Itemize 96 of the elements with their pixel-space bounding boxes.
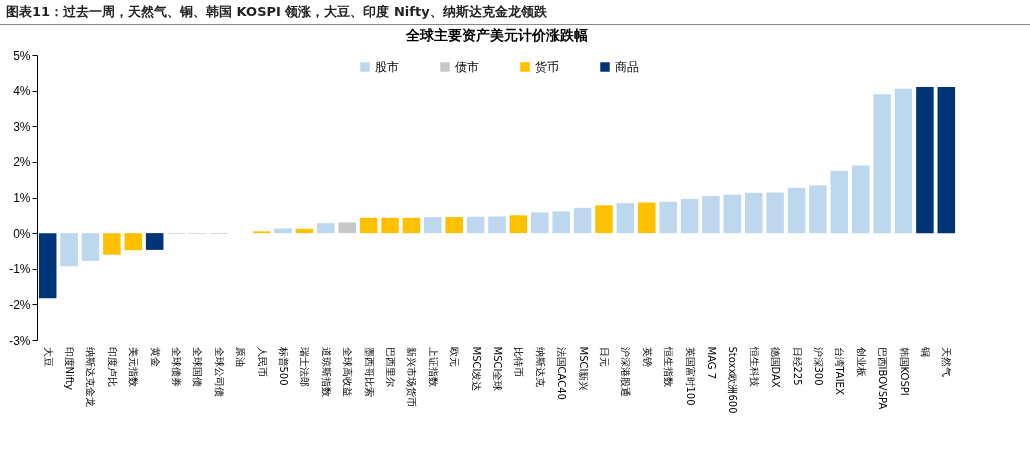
bar [787,187,806,234]
legend-label: 债市 [455,60,479,74]
legend-label: 货币 [535,60,559,74]
bar [359,217,378,234]
bar [38,233,57,299]
y-tick-label: 0% [13,226,31,241]
x-tick-label: 标普500 [278,345,290,386]
y-tick-label: 1% [13,191,31,205]
x-tick-label: 新兴市场货币 [406,346,418,407]
bar [595,205,613,234]
x-tick-label: 德国DAX [770,346,782,388]
bar [488,216,506,234]
bar [873,94,891,234]
bar [723,194,742,234]
x-tick-label: 台湾TAIEX [834,346,846,395]
bar [851,165,870,234]
bar [402,217,421,234]
x-tick-label: 英国富时100 [684,346,696,406]
x-tick-label: Stoxx欧洲600 [727,346,739,414]
x-tick-label: 黄金 [149,346,161,367]
x-tick-label: 比特币 [513,346,525,377]
bar [702,196,720,234]
x-tick-label: 瑞士法郎 [299,346,311,387]
bar [937,87,956,234]
y-tick-label: -1% [9,262,31,277]
bar [680,198,699,234]
bar [381,217,399,234]
bar [81,233,100,261]
bar [295,228,314,234]
bar [509,215,528,234]
x-tick-label: 沪深300 [812,346,824,386]
bar [659,201,677,234]
x-tick-label: 上证指数 [427,346,439,387]
y-tick-label: 5% [13,48,31,63]
x-tick-label: 道琼斯指数 [320,346,332,397]
x-tick-label: 纳斯达克 [534,346,546,387]
y-tick-label: 2% [13,155,31,170]
bar [809,185,827,234]
bar [573,207,592,234]
x-tick-label: 大豆 [42,346,54,367]
x-tick-label: 韩国KOSPI [898,346,910,396]
x-tick-label: 纳斯达克金龙 [85,346,97,407]
bar [916,87,934,234]
bar [60,233,78,267]
x-tick-label: 原油 [235,346,247,367]
x-tick-label: 巴西里尔 [385,346,397,387]
x-tick-label: 印度Nifty [64,346,76,391]
x-tick-label: 印度卢比 [106,346,118,387]
x-tick-label: 美元指数 [128,346,140,387]
bar [552,211,570,234]
y-tick-label: 4% [13,84,31,99]
x-tick-label: 创业板 [855,346,867,377]
bar [145,233,164,250]
bar [338,222,356,234]
x-tick-label: 人民币 [256,346,268,377]
x-tick-label: 法国CAC40 [556,346,568,400]
bar [445,217,463,234]
y-tick-label: -2% [9,297,31,312]
bar [894,88,913,234]
bar [317,223,335,234]
x-tick-label: 全球债券 [171,346,183,387]
x-tick-label: MSCI全球 [492,346,503,392]
bar [766,192,784,234]
x-tick-label: 全球高收益 [342,346,354,397]
x-tick-label: 英镑 [641,346,653,367]
bar [830,170,849,234]
x-tick-label: 巴西IBOVSPA [877,346,889,410]
x-tick-label: 欧元 [449,346,461,367]
x-tick-label: 全球国债 [192,346,204,387]
bar [531,212,549,234]
x-tick-label: MSCI发达 [470,346,482,392]
x-tick-label: 全球公司债 [213,346,225,397]
x-tick-label: 恒生指数 [663,345,675,387]
legend-label: 股市 [375,60,399,74]
legend-label: 商品 [615,60,639,74]
bar [638,202,656,234]
y-tick-label: 3% [13,119,31,134]
x-tick-label: 恒生科技 [748,345,760,387]
x-tick-label: 日经225 [791,346,803,386]
x-tick-label: MSCI新兴 [577,346,589,392]
bar [274,228,292,234]
y-tick-label: -3% [9,333,31,348]
x-tick-label: 墨西哥比索 [363,346,375,397]
x-tick-label: 沪深港股通 [620,346,632,397]
x-tick-label: 日元 [598,346,610,367]
x-tick-label: 铜 [919,345,931,357]
x-tick-label: MAG 7 [705,346,717,380]
chart-subtitle: 全球主要资产美元计价涨跌幅 [405,27,588,43]
bar [466,216,485,234]
bar [124,233,143,251]
bar [424,217,442,234]
bar [744,192,763,234]
x-tick-label: 天然气 [941,346,953,377]
bar [103,233,121,255]
chart-title: 图表11：过去一周，天然气、铜、韩国 KOSPI 领涨，大豆、印度 Nifty、纳斯达克金龙领跌 [0,0,1030,25]
bar [616,203,635,234]
